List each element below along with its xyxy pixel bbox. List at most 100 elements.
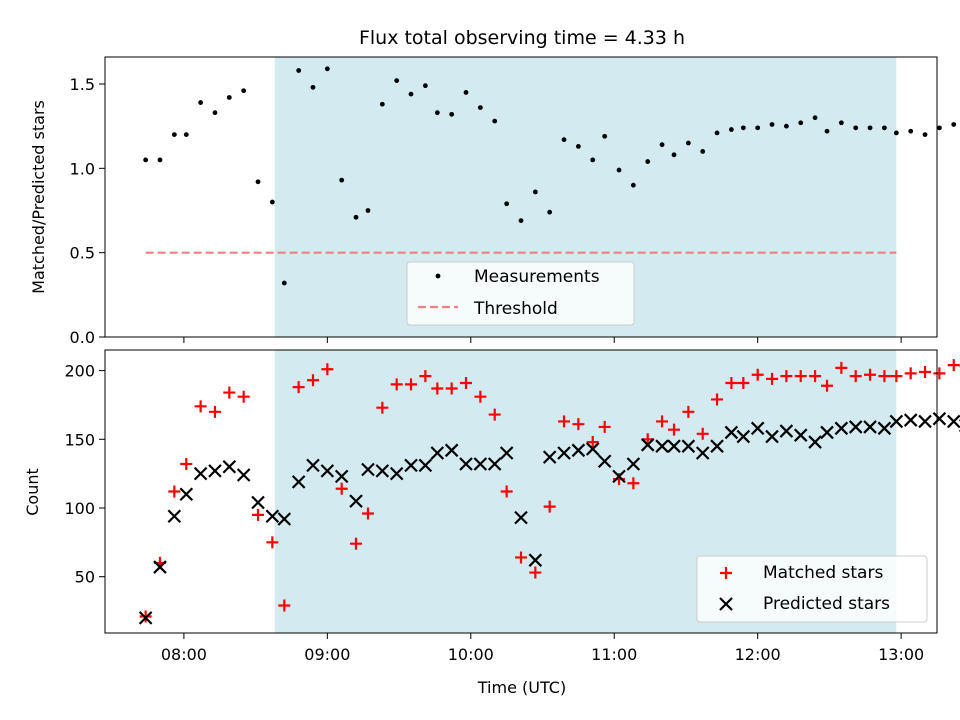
predicted-star-point — [542, 450, 557, 464]
measurement-point — [922, 132, 928, 137]
matched-star-point — [890, 370, 903, 383]
measurement-point — [659, 142, 665, 148]
matched-star-point — [237, 390, 250, 403]
predicted-star-point — [808, 435, 822, 449]
matched-star-point — [725, 376, 738, 389]
count-xlabel: Time (UTC) — [477, 678, 566, 697]
predicted-star-point — [459, 457, 473, 471]
matched-star-point — [335, 482, 348, 495]
measurement-point — [353, 214, 359, 220]
measurement-point — [685, 140, 691, 146]
matched-star-point — [474, 390, 487, 403]
matched-star-point — [835, 361, 848, 374]
count-ytick-label: 100 — [64, 499, 95, 518]
legend-threshold-label: Threshold — [473, 299, 558, 319]
predicted-star-point — [834, 421, 849, 436]
predicted-star-point — [946, 414, 960, 429]
measurement-point — [143, 157, 149, 163]
predicted-star-point — [349, 494, 363, 508]
matched-star-point — [933, 367, 946, 380]
measurement-point — [324, 66, 330, 72]
measurement-point — [893, 130, 899, 136]
measurement-point — [853, 125, 859, 131]
matched-star-point — [794, 370, 807, 383]
predicted-star-point — [487, 457, 502, 471]
count-xtick-label: 08:00 — [161, 645, 207, 664]
measurement-point — [212, 110, 218, 116]
chart-title: Flux total observing time = 4.33 h — [359, 27, 685, 49]
matched-star-point — [627, 477, 640, 490]
ratio-legend-frame — [406, 261, 635, 326]
ratio-marks — [143, 66, 957, 286]
predicted-star-point — [179, 487, 194, 502]
measurement-point — [296, 68, 302, 73]
matched-star-point — [656, 415, 669, 428]
count-legend-frame — [696, 555, 928, 623]
predicted-star-point — [918, 414, 932, 429]
predicted-star-point — [655, 439, 669, 453]
ratio-plot-frame — [104, 56, 938, 338]
predicted-star-point — [306, 458, 320, 473]
measurement-point — [700, 149, 706, 154]
matched-star-point — [515, 551, 527, 564]
predicted-star-point — [779, 424, 794, 438]
count-plot-frame — [104, 349, 938, 634]
predicted-star-point — [138, 611, 153, 625]
matched-star-point — [711, 393, 724, 406]
predicted-star-point — [473, 457, 488, 471]
matched-star-point — [208, 405, 221, 418]
predicted-star-point — [193, 466, 208, 481]
matched-star-point — [180, 458, 193, 471]
matched-star-point — [488, 408, 501, 421]
count-xtick-label: 13:00 — [878, 645, 924, 664]
matched-star-point — [361, 507, 374, 520]
matched-star-point — [168, 485, 181, 498]
measurement-point — [434, 110, 440, 116]
matched-star-point — [350, 537, 363, 550]
matched-star-point — [266, 536, 279, 549]
measurement-point — [504, 201, 510, 207]
matched-star-point — [682, 405, 695, 418]
ratio-ylabel: Matched/Predicted stars — [29, 100, 48, 294]
measurement-point — [824, 128, 830, 134]
measurement-point — [908, 128, 914, 134]
matched-star-point — [586, 436, 599, 449]
measurement-point — [157, 157, 163, 163]
matched-star-point — [460, 376, 473, 389]
legend-predicted-label: Predicted stars — [763, 594, 890, 614]
predicted-star-point — [681, 439, 696, 453]
predicted-star-point — [571, 443, 586, 458]
measurement-point — [198, 100, 204, 105]
measurement-point — [630, 182, 636, 188]
measurement-point — [812, 115, 818, 121]
count-xtick-label: 11:00 — [591, 645, 637, 664]
predicted-star-point — [514, 510, 528, 525]
matched-star-point — [543, 500, 556, 513]
matched-star-point — [321, 363, 334, 376]
matched-star-point — [223, 386, 236, 399]
matched-star-point — [529, 566, 542, 579]
measurement-point — [281, 280, 287, 286]
ratio-legend: Measurements Threshold — [406, 261, 635, 326]
count-axes: 50 100 150 200 08:00 09:00 10:00 11:00 12:00 13:0… — [23, 349, 960, 697]
matched-star-point — [558, 415, 571, 428]
measurement-point — [365, 208, 371, 213]
measurement-point — [645, 159, 651, 164]
count-legend: Matched stars Predicted stars — [696, 555, 928, 623]
matched-star-point — [878, 370, 891, 383]
predicted-star-point — [585, 442, 600, 456]
measurement-point — [590, 157, 596, 163]
measurement-point — [518, 218, 524, 224]
measurement-point — [755, 125, 761, 131]
measurement-point — [882, 125, 887, 131]
measurement-point — [769, 122, 775, 127]
predicted-star-point — [277, 512, 292, 526]
count-xtick-label: 10:00 — [448, 645, 494, 664]
predicted-star-point — [444, 443, 459, 458]
ratio-ticks: 0.0 0.5 1.0 1.5 — [70, 75, 902, 347]
predicted-star-point — [528, 553, 543, 567]
measurement-point — [394, 78, 400, 84]
predicted-star-point — [724, 425, 739, 440]
predicted-star-point — [222, 459, 237, 474]
